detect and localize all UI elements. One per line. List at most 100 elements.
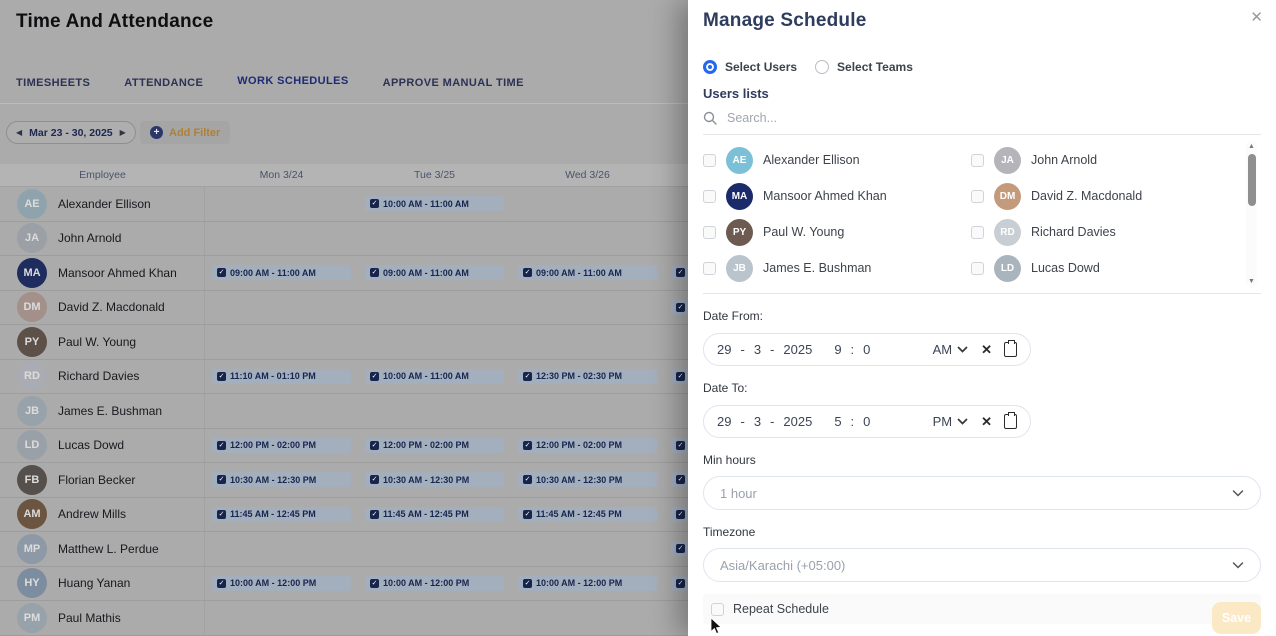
minute-field[interactable]: 0: [863, 342, 871, 357]
hour-field[interactable]: 5: [834, 414, 842, 429]
repeat-schedule-checkbox[interactable]: [711, 602, 724, 616]
schedule-cell-mon: [205, 291, 358, 325]
scrollbar-thumb[interactable]: [1247, 154, 1256, 206]
user-list-item[interactable]: JB James E. Bushman: [703, 250, 971, 286]
schedule-chip[interactable]: ✓ 10:30 AM - 12:30 PM: [212, 472, 351, 488]
schedule-cell-mon: [205, 187, 358, 221]
user-list-item[interactable]: PY Paul W. Young: [703, 214, 971, 250]
date-range-label: Mar 23 - 30, 2025: [29, 126, 113, 139]
schedule-chip[interactable]: ✓ 11:45 AM - 12:45 PM: [365, 506, 504, 522]
date-from-input: 29 - 3 - 2025 9 : 0 AM ✕: [703, 333, 1031, 366]
users-lists-heading: Users lists: [703, 86, 769, 101]
hour-field[interactable]: 9: [834, 342, 842, 357]
next-week-icon[interactable]: ▶: [119, 127, 126, 137]
select-users-radio[interactable]: Select Users: [703, 60, 797, 74]
chip-time-label: 11:10 AM - 01:10 PM: [230, 371, 316, 382]
user-list-item[interactable]: RD Richard Davies: [971, 214, 1239, 250]
schedule-chip[interactable]: ✓ 12:00 PM - 02:00 PM: [212, 437, 351, 453]
schedule-cell-tue: [358, 394, 511, 428]
repeat-schedule-row: Repeat Schedule: [703, 594, 1261, 624]
employee-cell: HY Huang Yanan: [0, 566, 205, 600]
user-list-item[interactable]: AE Alexander Ellison: [703, 142, 971, 178]
calendar-icon[interactable]: [1004, 340, 1017, 357]
month-field[interactable]: 3: [753, 414, 762, 429]
user-list-item[interactable]: DM David Z. Macdonald: [971, 178, 1239, 214]
schedule-cell-wed: ✓ 12:30 PM - 02:30 PM: [511, 360, 664, 394]
schedule-cell-tue: [358, 532, 511, 566]
scroll-down-icon[interactable]: ▼: [1248, 278, 1255, 285]
search-input[interactable]: [727, 111, 1207, 125]
min-hours-label: Min hours: [703, 453, 756, 467]
user-list-scrollbar[interactable]: ▲ ▼: [1246, 141, 1257, 287]
min-hours-select[interactable]: 1 hour: [703, 476, 1261, 510]
meridiem-select[interactable]: PM: [933, 414, 969, 429]
year-field[interactable]: 2025: [783, 342, 813, 357]
avatar: JA: [994, 146, 1021, 174]
avatar: RD: [994, 218, 1021, 246]
user-checkbox[interactable]: [703, 261, 716, 275]
tab-timesheets[interactable]: TIMESHEETS: [16, 77, 91, 89]
user-checkbox[interactable]: [971, 225, 984, 239]
employee-cell: MA Mansoor Ahmed Khan: [0, 256, 205, 290]
schedule-chip[interactable]: ✓ 10:00 AM - 11:00 AM: [365, 196, 504, 212]
schedule-chip[interactable]: ✓ 11:45 AM - 12:45 PM: [212, 506, 351, 522]
meridiem-select[interactable]: AM: [933, 342, 969, 357]
schedule-chip[interactable]: ✓ 12:30 PM - 02:30 PM: [518, 368, 657, 384]
schedule-cell-wed: ✓ 10:00 AM - 12:00 PM: [511, 567, 664, 601]
schedule-cell-wed: [511, 187, 664, 221]
user-name: David Z. Macdonald: [1031, 189, 1143, 203]
check-icon: ✓: [676, 302, 685, 312]
year-field[interactable]: 2025: [783, 414, 813, 429]
chip-time-label: 10:00 AM - 11:00 AM: [383, 198, 469, 209]
mouse-cursor-icon: [710, 617, 722, 635]
minute-field[interactable]: 0: [863, 414, 871, 429]
select-teams-radio[interactable]: Select Teams: [815, 60, 913, 74]
user-list-item[interactable]: MA Mansoor Ahmed Khan: [703, 178, 971, 214]
schedule-chip[interactable]: ✓ 10:30 AM - 12:30 PM: [518, 472, 657, 488]
schedule-cell-tue: [358, 325, 511, 359]
day-field[interactable]: 29: [717, 414, 732, 429]
clear-icon[interactable]: ✕: [981, 414, 992, 429]
timezone-select[interactable]: Asia/Karachi (+05:00): [703, 548, 1261, 582]
schedule-chip[interactable]: ✓ 10:00 AM - 11:00 AM: [365, 368, 504, 384]
prev-week-icon[interactable]: ◀: [16, 127, 23, 137]
user-checkbox[interactable]: [703, 225, 716, 239]
schedule-chip[interactable]: ✓ 09:00 AM - 11:00 AM: [365, 265, 504, 281]
tab-approve-manual-time[interactable]: APPROVE MANUAL TIME: [382, 77, 524, 89]
schedule-chip[interactable]: ✓ 09:00 AM - 11:00 AM: [212, 265, 351, 281]
day-field[interactable]: 29: [717, 342, 732, 357]
user-name: Mansoor Ahmed Khan: [763, 189, 887, 203]
schedule-chip[interactable]: ✓ 12:00 PM - 02:00 PM: [365, 437, 504, 453]
schedule-chip[interactable]: ✓ 10:00 AM - 12:00 PM: [212, 575, 351, 591]
schedule-chip[interactable]: ✓ 11:10 AM - 01:10 PM: [212, 368, 351, 384]
user-checkbox[interactable]: [971, 189, 984, 203]
schedule-chip[interactable]: ✓ 10:30 AM - 12:30 PM: [365, 472, 504, 488]
schedule-chip[interactable]: ✓ 10:00 AM - 12:00 PM: [365, 575, 504, 591]
month-field[interactable]: 3: [753, 342, 762, 357]
check-icon: ✓: [676, 509, 685, 519]
user-checkbox[interactable]: [971, 153, 984, 167]
check-icon: ✓: [217, 268, 226, 278]
check-icon: ✓: [370, 199, 379, 209]
user-checkbox[interactable]: [703, 189, 716, 203]
calendar-icon[interactable]: [1004, 412, 1017, 429]
employee-name: Richard Davies: [58, 369, 140, 384]
close-icon[interactable]: ✕: [1250, 9, 1263, 26]
add-filter-button[interactable]: + Add Filter: [140, 121, 231, 144]
user-list-item[interactable]: JA John Arnold: [971, 142, 1239, 178]
schedule-cell-mon: ✓ 12:00 PM - 02:00 PM: [205, 429, 358, 463]
user-list-item[interactable]: LD Lucas Dowd: [971, 250, 1239, 286]
scroll-up-icon[interactable]: ▲: [1248, 143, 1255, 150]
schedule-chip[interactable]: ✓ 11:45 AM - 12:45 PM: [518, 506, 657, 522]
user-checkbox[interactable]: [971, 261, 984, 275]
schedule-chip[interactable]: ✓ 09:00 AM - 11:00 AM: [518, 265, 657, 281]
tab-attendance[interactable]: ATTENDANCE: [124, 77, 204, 89]
user-checkbox[interactable]: [703, 153, 716, 167]
save-button[interactable]: Save: [1212, 602, 1261, 634]
tab-work-schedules[interactable]: WORK SCHEDULES: [237, 75, 349, 87]
avatar: AE: [17, 188, 47, 219]
clear-icon[interactable]: ✕: [981, 342, 992, 357]
avatar: MP: [17, 533, 47, 564]
schedule-chip[interactable]: ✓ 10:00 AM - 12:00 PM: [518, 575, 657, 591]
schedule-chip[interactable]: ✓ 12:00 PM - 02:00 PM: [518, 437, 657, 453]
